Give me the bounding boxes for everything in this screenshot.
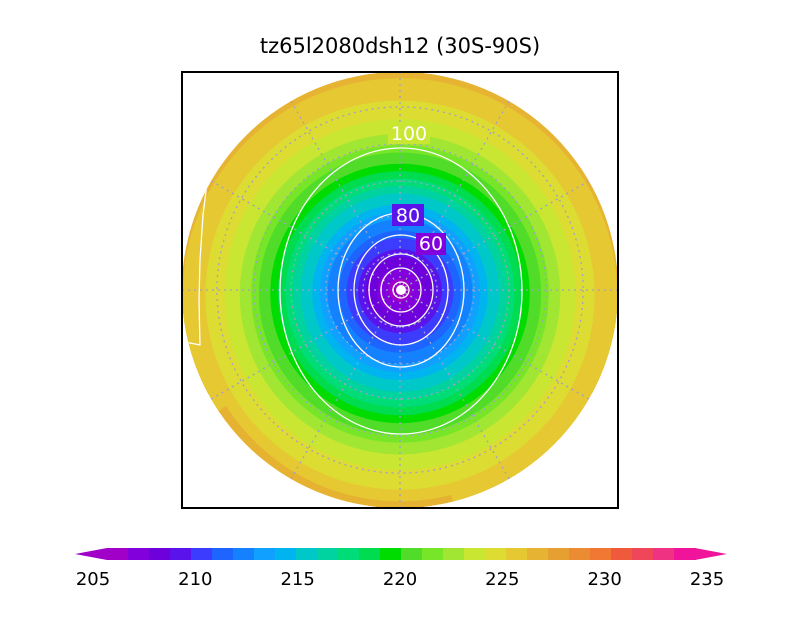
colorbar-tick-label: 215 bbox=[280, 569, 314, 590]
colorbar-swatch bbox=[506, 548, 528, 560]
colorbar-swatch bbox=[296, 548, 318, 560]
colorbar-swatch bbox=[254, 548, 276, 560]
colorbar-swatch bbox=[632, 548, 654, 560]
colorbar-swatch bbox=[233, 548, 255, 560]
colorbar-swatch bbox=[443, 548, 465, 560]
meridian-line bbox=[210, 180, 401, 291]
colorbar-swatch bbox=[485, 548, 507, 560]
colorbar-swatches bbox=[75, 548, 727, 560]
pole-dot bbox=[396, 285, 406, 295]
colorbar-swatch bbox=[401, 548, 423, 560]
colorbar-swatch bbox=[275, 548, 297, 560]
contour-line bbox=[353, 234, 449, 346]
colorbar-swatch bbox=[653, 548, 675, 560]
contour-line bbox=[380, 267, 422, 313]
colorbar-swatch bbox=[380, 548, 402, 560]
colorbar-tick-label: 220 bbox=[383, 569, 417, 590]
colorbar-swatch bbox=[191, 548, 213, 560]
latitude-circle bbox=[253, 143, 547, 437]
meridian-line bbox=[399, 180, 590, 291]
contour-line bbox=[392, 281, 410, 299]
contour-label-100: 100 bbox=[391, 123, 427, 145]
meridian-line bbox=[210, 289, 401, 400]
colorbar-swatch bbox=[128, 548, 150, 560]
meridian-line bbox=[290, 100, 401, 291]
contour-label-bg bbox=[388, 122, 430, 144]
colorbar-tick-label: 205 bbox=[76, 569, 110, 590]
colorbar-swatch bbox=[338, 548, 360, 560]
latitude-circle bbox=[216, 106, 584, 474]
colorbar-high-arrow bbox=[695, 548, 727, 560]
colorbar-tick-label: 210 bbox=[178, 569, 212, 590]
contour-line bbox=[368, 253, 434, 327]
lat-lon-grid bbox=[182, 72, 618, 508]
contour-label-80: 80 bbox=[396, 205, 420, 227]
colorbar-tick-labels: 205 210 215 220 225 230 235 bbox=[76, 569, 724, 590]
colorbar-swatch bbox=[590, 548, 612, 560]
contour-label-bg bbox=[392, 204, 424, 226]
colorbar-swatch bbox=[212, 548, 234, 560]
colorbar-swatch bbox=[359, 548, 381, 560]
contour-label-bg bbox=[416, 233, 446, 255]
contour-label-60: 60 bbox=[419, 233, 443, 255]
colorbar-swatch bbox=[569, 548, 591, 560]
colorbar-swatch bbox=[674, 548, 696, 560]
colorbar-swatch bbox=[527, 548, 549, 560]
meridian-line bbox=[399, 100, 510, 291]
colorbar-swatch bbox=[317, 548, 339, 560]
colorbar-swatch bbox=[548, 548, 570, 560]
meridian-line bbox=[290, 289, 401, 480]
colorbar-tick-label: 225 bbox=[485, 569, 519, 590]
colorbar-swatch bbox=[611, 548, 633, 560]
colorbar-swatch bbox=[464, 548, 486, 560]
colorbar-low-arrow bbox=[75, 548, 107, 560]
contour-line bbox=[279, 147, 523, 435]
colorbar-swatch bbox=[149, 548, 171, 560]
contour-labels: 100 80 60 bbox=[388, 122, 446, 255]
colorbar-tick-label: 235 bbox=[690, 569, 724, 590]
plot-frame bbox=[181, 71, 619, 509]
meridian-line bbox=[399, 289, 510, 480]
colorbar-swatch bbox=[170, 548, 192, 560]
colorbar-swatch bbox=[422, 548, 444, 560]
colorbar-tick-label: 230 bbox=[587, 569, 621, 590]
colorbar-swatch bbox=[107, 548, 129, 560]
meridian-line bbox=[399, 289, 590, 400]
chart-title: tz65l2080dsh12 (30S-90S) bbox=[259, 34, 541, 58]
